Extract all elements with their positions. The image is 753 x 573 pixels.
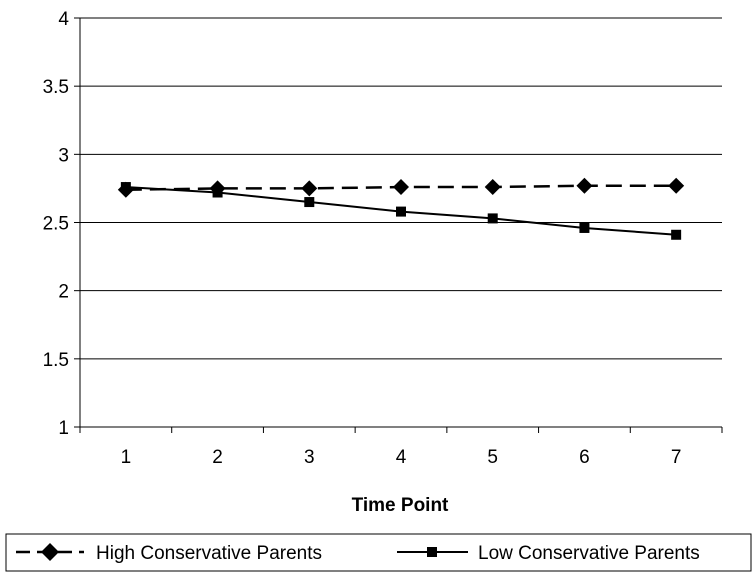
x-tick-label: 1 xyxy=(121,447,132,468)
gridlines xyxy=(80,17,722,360)
data-point-square xyxy=(304,197,315,208)
axis-ticks: 1 1.5 2 2.5 3 3.5 4 1 2 3 4 5 6 7 xyxy=(43,9,723,468)
x-tick-label: 3 xyxy=(304,447,315,468)
y-tick-label: 4 xyxy=(58,9,69,30)
legend-diamond-marker xyxy=(41,543,59,561)
y-tick-label: 1.5 xyxy=(43,350,69,371)
data-point-square xyxy=(671,229,682,240)
legend-item-high-conservative: High Conservative Parents xyxy=(16,543,322,564)
data-point-square xyxy=(212,187,223,198)
legend-square-marker xyxy=(427,547,437,557)
legend-label-low-conservative: Low Conservative Parents xyxy=(478,543,700,564)
legend-box xyxy=(5,533,752,572)
legend-item-low-conservative: Low Conservative Parents xyxy=(397,543,700,564)
series-0 xyxy=(117,177,685,198)
x-tick-label: 2 xyxy=(212,447,223,468)
series-layer xyxy=(117,177,685,240)
y-tick-label: 1 xyxy=(58,418,69,439)
y-tick-label: 2 xyxy=(58,282,69,303)
data-point-diamond xyxy=(668,177,685,194)
y-tick-label: 3.5 xyxy=(43,77,69,98)
x-tick-label: 5 xyxy=(487,447,498,468)
x-tick-label: 7 xyxy=(671,447,682,468)
data-point-square xyxy=(487,213,498,224)
x-tick-label: 4 xyxy=(396,447,407,468)
y-tick-label: 3 xyxy=(58,145,69,166)
y-tick-label: 2.5 xyxy=(43,214,69,235)
series-1 xyxy=(120,182,682,240)
data-point-diamond xyxy=(393,179,409,196)
legend: High Conservative Parents Low Conservati… xyxy=(5,533,752,572)
x-axis-title: Time Point xyxy=(352,495,449,516)
data-point-square xyxy=(120,182,131,193)
x-tick-label: 6 xyxy=(579,447,590,468)
data-point-diamond xyxy=(576,177,593,194)
legend-label-high-conservative: High Conservative Parents xyxy=(96,543,322,564)
data-point-square xyxy=(396,206,406,217)
data-point-diamond xyxy=(484,179,501,196)
data-point-diamond xyxy=(301,180,318,197)
data-point-square xyxy=(579,222,590,233)
